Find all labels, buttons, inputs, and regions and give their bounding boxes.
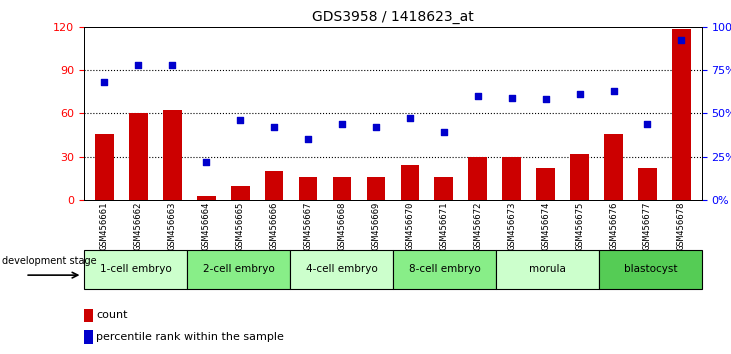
Text: GSM456666: GSM456666 [270, 202, 279, 250]
Text: blastocyst: blastocyst [624, 264, 677, 274]
Bar [84, 250, 187, 289]
Point [268, 124, 280, 130]
Text: GSM456663: GSM456663 [168, 202, 177, 250]
Bar [570, 154, 589, 200]
Bar [401, 165, 419, 200]
Text: GSM456664: GSM456664 [202, 202, 211, 250]
Point [99, 79, 110, 85]
Point [235, 118, 246, 123]
Bar [605, 133, 623, 200]
Text: percentile rank within the sample: percentile rank within the sample [96, 332, 284, 342]
Text: 8-cell embryo: 8-cell embryo [409, 264, 480, 274]
Bar [367, 177, 385, 200]
Point [200, 159, 212, 165]
Point [336, 121, 348, 126]
Bar [231, 185, 249, 200]
Bar [95, 133, 114, 200]
Bar [502, 156, 521, 200]
Bar [537, 168, 555, 200]
Point [642, 121, 654, 126]
Text: GSM456669: GSM456669 [371, 202, 380, 250]
Text: GSM456670: GSM456670 [406, 202, 414, 250]
Bar [265, 171, 284, 200]
Text: GSM456673: GSM456673 [507, 202, 516, 250]
Point [574, 91, 586, 97]
Bar [163, 110, 181, 200]
Point [370, 124, 382, 130]
Point [167, 62, 178, 68]
Text: count: count [96, 310, 127, 320]
Bar [299, 177, 317, 200]
Bar [197, 196, 216, 200]
Bar [638, 168, 656, 200]
Text: GSM456671: GSM456671 [439, 202, 448, 250]
Bar [290, 250, 393, 289]
Text: GSM456665: GSM456665 [235, 202, 245, 250]
Bar [333, 177, 352, 200]
Text: 1-cell embryo: 1-cell embryo [99, 264, 171, 274]
Text: GSM456672: GSM456672 [473, 202, 482, 250]
Bar [496, 250, 599, 289]
Bar [599, 250, 702, 289]
Bar [129, 113, 148, 200]
Bar [84, 330, 93, 343]
Point [539, 97, 551, 102]
Text: GSM456667: GSM456667 [303, 202, 313, 250]
Point [607, 88, 619, 93]
Point [302, 136, 314, 142]
Point [506, 95, 518, 101]
Text: GSM456677: GSM456677 [643, 202, 652, 250]
Title: GDS3958 / 1418623_at: GDS3958 / 1418623_at [312, 10, 474, 24]
Point [675, 38, 687, 43]
Bar [187, 250, 290, 289]
Text: 2-cell embryo: 2-cell embryo [202, 264, 274, 274]
Bar [672, 29, 691, 200]
Text: morula: morula [529, 264, 566, 274]
Text: development stage: development stage [1, 256, 96, 266]
Text: 4-cell embryo: 4-cell embryo [306, 264, 377, 274]
Text: GSM456661: GSM456661 [100, 202, 109, 250]
Point [132, 62, 144, 68]
Text: GSM456662: GSM456662 [134, 202, 143, 250]
Point [404, 116, 416, 121]
Bar [393, 250, 496, 289]
Bar [469, 156, 487, 200]
Point [438, 130, 450, 135]
Text: GSM456675: GSM456675 [575, 202, 584, 250]
Text: GSM456668: GSM456668 [338, 202, 346, 250]
Bar [434, 177, 453, 200]
Text: GSM456678: GSM456678 [677, 202, 686, 250]
Text: GSM456674: GSM456674 [541, 202, 550, 250]
Bar [84, 309, 93, 322]
Point [472, 93, 484, 99]
Text: GSM456676: GSM456676 [609, 202, 618, 250]
